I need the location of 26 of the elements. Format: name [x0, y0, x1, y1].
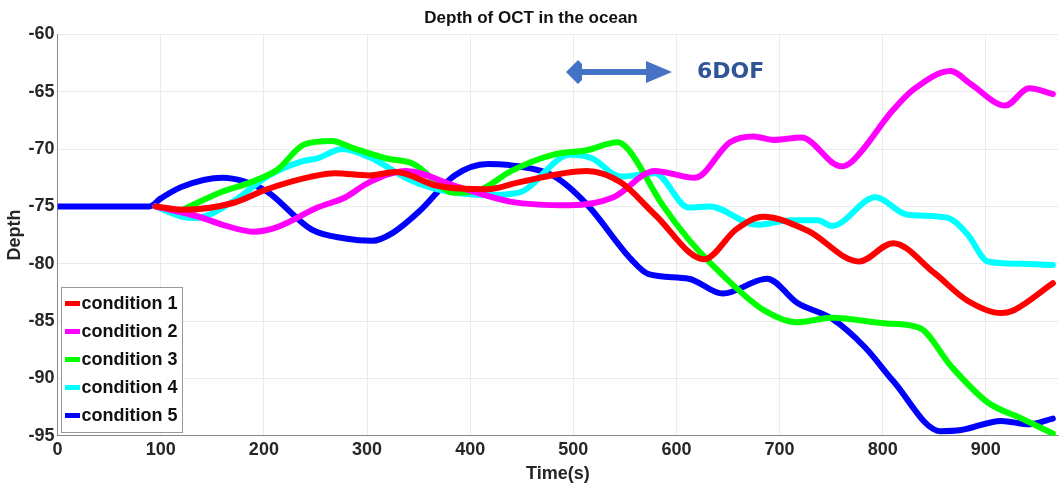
x-tick-label: 600 [661, 438, 692, 459]
x-tick-label: 100 [145, 438, 176, 459]
x-tick-label: 900 [970, 438, 1001, 459]
legend-label: condition 4 [81, 377, 178, 399]
annotation: 6DOF [697, 58, 765, 83]
y-tick-label: -70 [28, 138, 55, 159]
legend-label: condition 1 [81, 293, 178, 315]
y-tick-label: -95 [28, 424, 55, 445]
y-axis-title: Depth [3, 209, 24, 261]
x-tick-label: 200 [248, 438, 279, 459]
legend-label: condition 5 [81, 405, 178, 427]
x-tick-label: 300 [351, 438, 383, 459]
x-tick-label: 800 [867, 438, 898, 459]
y-tick-label: -80 [28, 252, 55, 273]
legend-label: condition 2 [81, 321, 178, 343]
y-tick-label: -90 [28, 367, 55, 388]
x-axis-title: Time(s) [525, 463, 590, 484]
y-tick-label: -75 [28, 195, 55, 216]
x-tick-label: 500 [558, 438, 589, 459]
x-tick-label: 400 [455, 438, 486, 459]
y-tick-label: -85 [28, 310, 55, 331]
y-tick-label: -60 [28, 23, 55, 44]
chart-title: Depth of OCT in the ocean [424, 7, 638, 27]
x-tick-label: 700 [764, 438, 795, 459]
legend-label: condition 3 [81, 349, 178, 371]
y-tick-label: -65 [28, 80, 55, 101]
